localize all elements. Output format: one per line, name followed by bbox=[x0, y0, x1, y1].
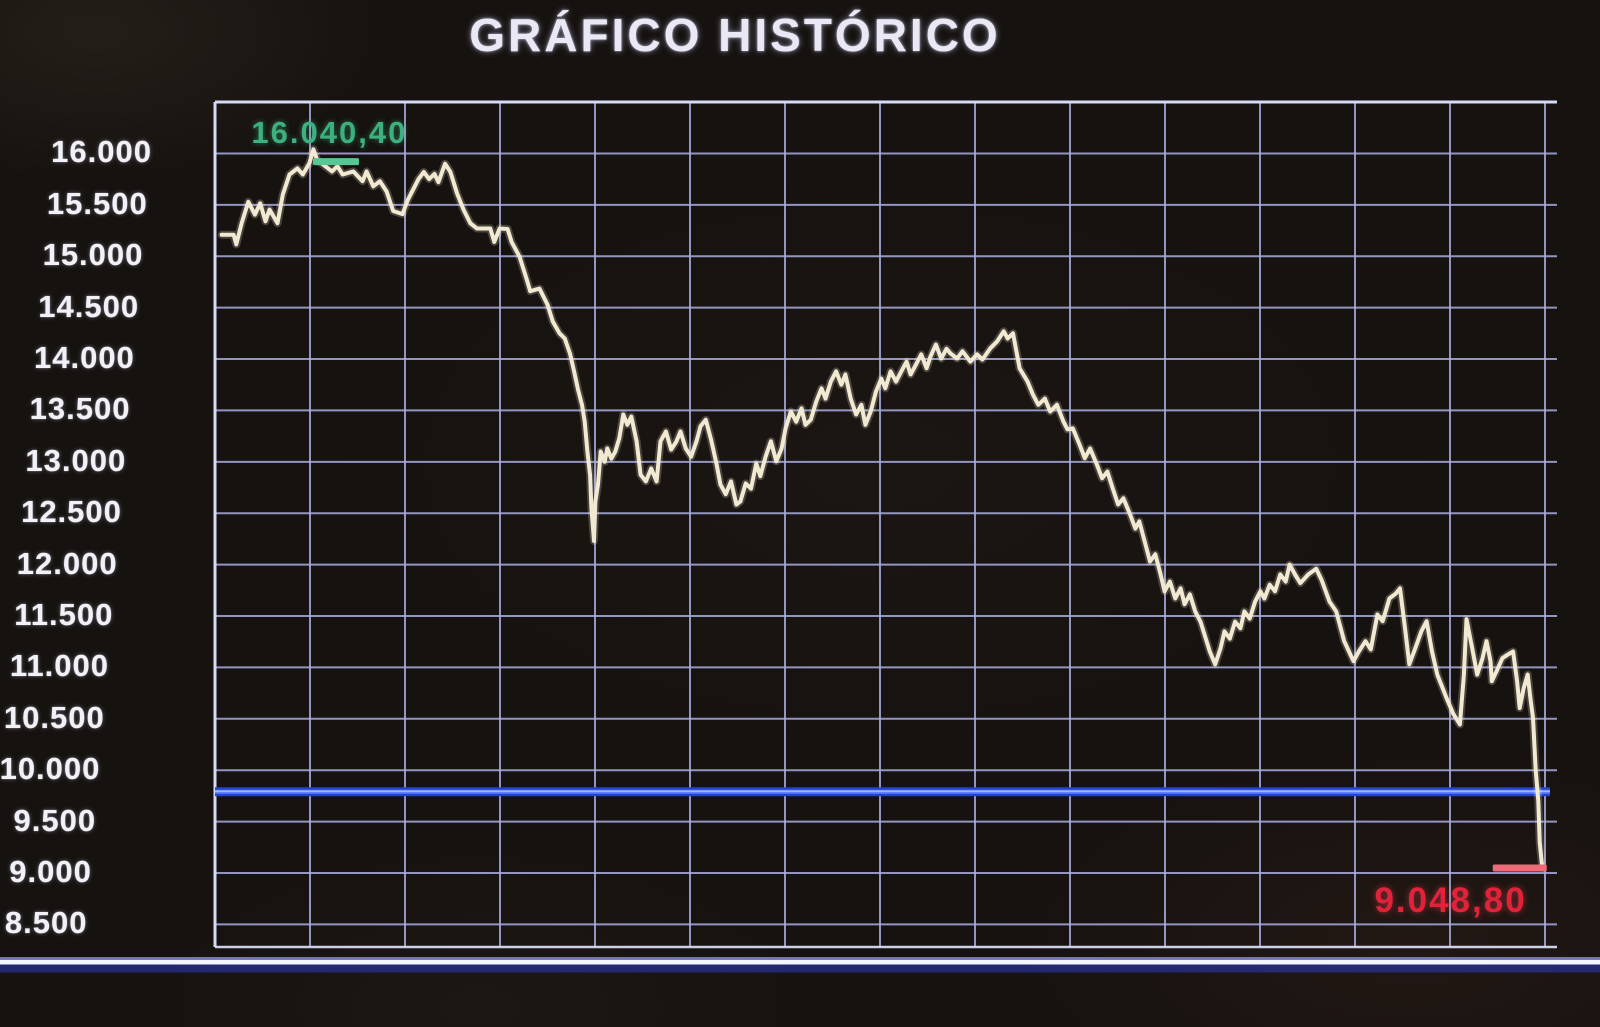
chart-title: GRÁFICO HISTÓRICO bbox=[469, 9, 1001, 61]
y-axis-label: 13.500 bbox=[29, 391, 131, 426]
y-axis-label: 14.500 bbox=[38, 289, 140, 324]
y-axis-label: 9.000 bbox=[9, 854, 92, 889]
price-line bbox=[219, 147, 1545, 870]
y-axis-label: 8.500 bbox=[4, 905, 88, 940]
y-axis-label: 10.000 bbox=[0, 751, 101, 786]
y-axis-label: 11.000 bbox=[9, 648, 109, 683]
y-axis-label: 11.500 bbox=[14, 597, 114, 632]
y-axis-label: 15.500 bbox=[46, 186, 148, 221]
y-axis-label: 13.000 bbox=[25, 443, 127, 478]
high-tick-marker bbox=[313, 158, 360, 166]
y-axis-label: 9.500 bbox=[13, 803, 97, 838]
high-annotation-label: 16.040,40 bbox=[251, 114, 408, 150]
y-axis-label: 15.000 bbox=[42, 237, 144, 272]
y-axis-label: 14.000 bbox=[33, 340, 135, 375]
y-axis-label: 10.500 bbox=[3, 700, 105, 735]
low-tick-marker bbox=[1492, 864, 1547, 872]
y-axis-label: 12.000 bbox=[16, 546, 118, 581]
y-axis-label: 12.500 bbox=[21, 494, 122, 529]
y-axis-label: 16.000 bbox=[51, 134, 152, 169]
low-annotation-label: 9.048,80 bbox=[1374, 880, 1527, 920]
